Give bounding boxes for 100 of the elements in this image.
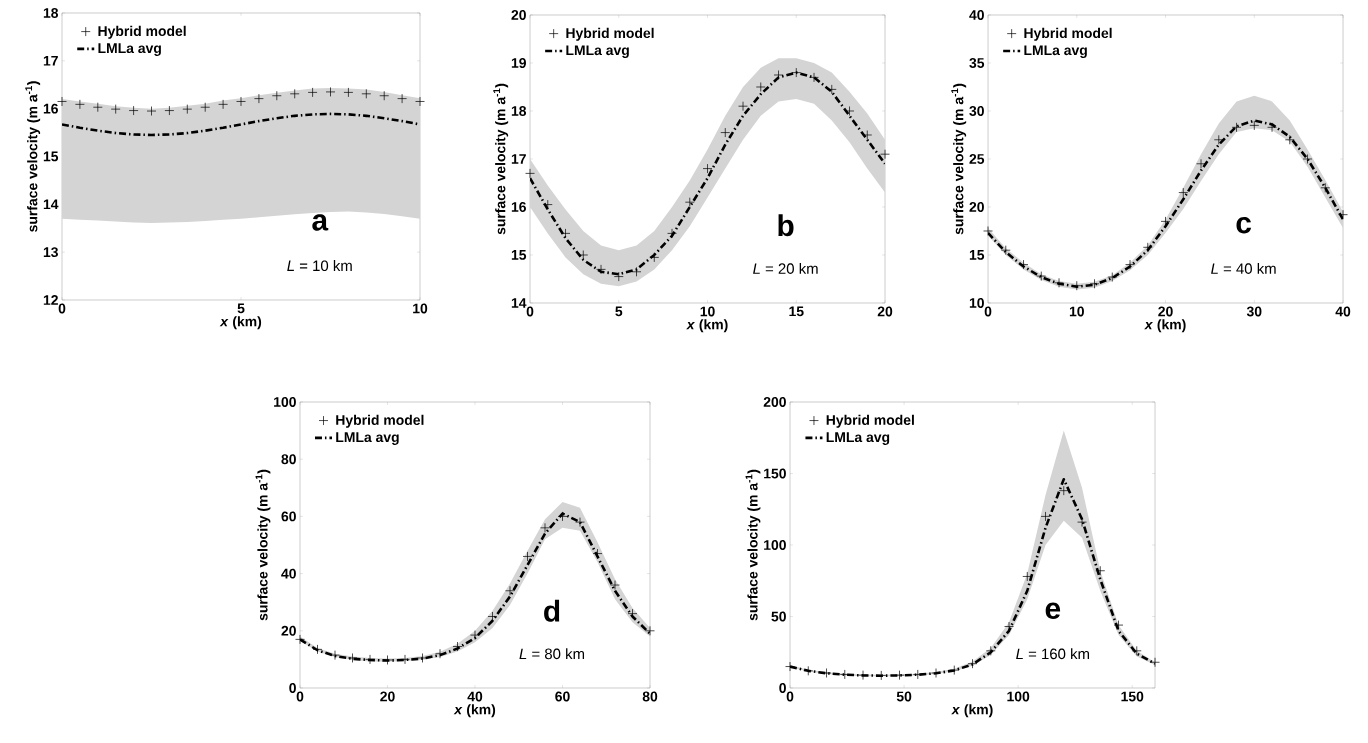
point xyxy=(627,608,638,619)
x-tick-label: 10 xyxy=(1069,306,1084,317)
point xyxy=(803,665,814,676)
x-axis-title: x (km) xyxy=(219,316,262,330)
legend-label: Hybrid model xyxy=(1024,27,1112,41)
point xyxy=(254,93,264,104)
point xyxy=(289,88,300,99)
point xyxy=(57,96,67,107)
point xyxy=(560,228,571,239)
point xyxy=(164,105,175,116)
point xyxy=(505,585,515,596)
x-tick-label: 100 xyxy=(1007,691,1030,702)
point xyxy=(542,199,553,210)
point xyxy=(92,102,103,113)
legend-label: Hybrid model xyxy=(98,25,186,39)
y-tick-label: 16 xyxy=(43,103,58,114)
y-tick-label: 60 xyxy=(281,511,296,522)
point xyxy=(400,654,410,665)
point xyxy=(738,101,748,112)
y-tick-label: 18 xyxy=(43,8,59,18)
y-tick-label: 17 xyxy=(43,56,58,66)
y-tick-label: 20 xyxy=(281,625,296,636)
point xyxy=(985,645,996,656)
y-tick-label: 40 xyxy=(969,10,984,20)
y-tick-label: 18 xyxy=(511,106,527,116)
point xyxy=(720,127,731,138)
legend-label: LMLa avg xyxy=(566,45,629,58)
x-tick-label: 0 xyxy=(526,306,534,317)
point xyxy=(325,87,336,97)
point xyxy=(1213,134,1224,145)
y-axis-title: surface velocity (m a$^{-1}$) xyxy=(493,83,509,235)
point xyxy=(1058,485,1069,496)
y-tick-label: 13 xyxy=(43,247,58,258)
point xyxy=(522,551,533,562)
point xyxy=(557,511,568,522)
point xyxy=(525,168,535,179)
annotation: L = 80 km xyxy=(519,648,585,660)
x-tick-label: 10 xyxy=(700,306,715,317)
legend-label: LMLa avg xyxy=(826,432,890,445)
point xyxy=(702,163,713,174)
x-tick-label: 60 xyxy=(555,691,570,702)
point xyxy=(397,93,407,104)
x-tick-label: 0 xyxy=(58,303,66,314)
point xyxy=(983,226,993,236)
point xyxy=(307,87,318,98)
point xyxy=(1142,242,1153,253)
annotation: L = 160 km xyxy=(1016,648,1089,660)
point xyxy=(645,625,655,636)
point xyxy=(862,130,873,140)
point xyxy=(894,670,905,680)
x-tick-label: 5 xyxy=(237,303,245,314)
y-tick-label: 20 xyxy=(511,10,526,20)
x-tick-label: 0 xyxy=(984,306,992,317)
legend-label: LMLa avg xyxy=(336,432,399,445)
point xyxy=(75,99,85,110)
point xyxy=(379,90,390,101)
y-tick-label: 14 xyxy=(43,199,59,210)
y-tick-label: 25 xyxy=(969,154,985,164)
y-tick-label: 150 xyxy=(764,468,786,479)
point xyxy=(610,580,620,590)
point xyxy=(347,653,358,663)
annotation: a xyxy=(312,214,329,231)
point xyxy=(649,252,660,263)
x-tick-label: 20 xyxy=(380,691,395,702)
legend-label: Hybrid model xyxy=(336,414,424,428)
point xyxy=(1338,209,1348,220)
point xyxy=(755,82,766,92)
point xyxy=(613,271,624,282)
point xyxy=(540,522,550,533)
point xyxy=(1196,158,1206,169)
x-tick-label: 10 xyxy=(413,303,428,314)
x-tick-label: 30 xyxy=(1246,306,1262,317)
y-tick-label: 35 xyxy=(969,58,985,68)
y-axis-title: surface velocity (m a$^{-1}$) xyxy=(951,83,967,235)
point xyxy=(1249,120,1260,131)
point xyxy=(1267,122,1277,133)
point xyxy=(1107,272,1118,282)
point xyxy=(791,67,802,78)
x-tick-label: 5 xyxy=(615,306,623,317)
point xyxy=(931,668,941,678)
point xyxy=(1125,259,1135,270)
x-tick-label: 15 xyxy=(789,306,804,317)
y-tick-label: 40 xyxy=(281,568,296,579)
x-axis-title: x (km) xyxy=(951,704,993,718)
y-axis-title: surface velocity (m a$^{-1}$) xyxy=(255,469,271,621)
point xyxy=(596,264,606,275)
point xyxy=(1302,154,1313,164)
point xyxy=(684,197,695,208)
point xyxy=(1054,277,1064,288)
point xyxy=(236,96,246,107)
annotation: e xyxy=(1045,602,1061,619)
x-tick-label: 80 xyxy=(642,691,658,702)
legend-label: Hybrid model xyxy=(566,27,654,41)
point xyxy=(1178,187,1189,198)
point xyxy=(200,102,211,113)
y-axis-title: surface velocity (m a$^{-1}$) xyxy=(25,81,41,232)
x-axis-title: x (km) xyxy=(686,319,728,333)
y-tick-label: 0 xyxy=(289,683,296,693)
point xyxy=(1095,565,1106,576)
y-tick-label: 0 xyxy=(779,683,786,693)
